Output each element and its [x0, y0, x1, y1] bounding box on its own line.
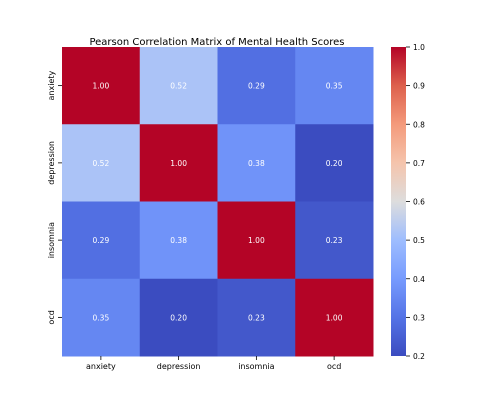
cell-value-label: 0.38 — [170, 236, 187, 245]
chart-title: Pearson Correlation Matrix of Mental Hea… — [89, 37, 344, 48]
colorbar-tick-label: 1.0 — [413, 43, 425, 52]
heatmap-cell — [217, 124, 296, 202]
heatmap-cell — [139, 47, 218, 125]
heatmap-cell — [295, 201, 374, 280]
column-label: ocd — [327, 362, 341, 371]
heatmap-cell — [139, 201, 218, 280]
colorbar-tick-label: 0.8 — [413, 120, 425, 129]
cell-value-label: 0.35 — [326, 82, 343, 91]
cell-value-label: 0.52 — [93, 159, 110, 168]
column-label: depression — [157, 362, 201, 371]
cell-value-label: 0.20 — [326, 159, 343, 168]
cell-value-label: 0.38 — [248, 159, 265, 168]
heatmap-cell — [62, 201, 141, 280]
heatmap-cell — [295, 278, 374, 357]
cell-value-label: 0.29 — [248, 82, 265, 91]
colorbar-tick-label: 0.3 — [413, 313, 425, 322]
column-label: insomnia — [238, 362, 274, 371]
cell-value-label: 0.29 — [93, 236, 110, 245]
cell-value-label: 1.00 — [326, 313, 343, 322]
colorbar: 0.2 0.3 0.4 0.5 0.6 0.7 0.8 0.9 1.0 — [391, 43, 425, 361]
colorbar-tick-label: 0.4 — [413, 275, 425, 284]
cell-value-label: 1.00 — [170, 159, 187, 168]
cell-value-label: 0.35 — [93, 313, 110, 322]
row-label: depression — [47, 141, 56, 185]
heatmap-cell — [139, 278, 218, 357]
colorbar-gradient — [391, 47, 406, 356]
heatmap-cell — [295, 47, 374, 125]
heatmap-cell — [217, 278, 296, 357]
heatmap-cell — [217, 201, 296, 280]
heatmap-cell — [62, 124, 141, 202]
cell-value-label: 0.23 — [326, 236, 343, 245]
heatmap-cell — [217, 47, 296, 125]
heatmap-cells: 1.00 0.52 0.29 0.35 0.52 1.00 0.38 0.20 0.29 0.38… — [62, 47, 374, 357]
heatmap-cell — [139, 124, 218, 202]
colorbar-tick-label: 0.9 — [413, 82, 425, 91]
cell-value-label: 0.52 — [170, 82, 187, 91]
row-label: anxiety — [47, 71, 56, 101]
heatmap-cell — [62, 278, 141, 357]
cell-value-label: 0.23 — [248, 313, 265, 322]
row-labels: anxiety depression insomnia ocd — [47, 71, 62, 325]
colorbar-tick-label: 0.6 — [413, 198, 425, 207]
cell-value-label: 0.20 — [170, 313, 187, 322]
cell-value-label: 1.00 — [93, 82, 110, 91]
colorbar-tick-label: 0.7 — [413, 159, 425, 168]
heatmap-cell — [295, 124, 374, 202]
row-label: ocd — [47, 310, 56, 324]
colorbar-tick-label: 0.5 — [413, 236, 425, 245]
column-label: anxiety — [86, 362, 116, 371]
heatmap-cell — [62, 47, 141, 125]
colorbar-tick-label: 0.2 — [413, 352, 425, 361]
cell-value-label: 1.00 — [248, 236, 265, 245]
column-labels: anxiety depression insomnia ocd — [86, 356, 341, 371]
row-label: insomnia — [47, 222, 56, 258]
